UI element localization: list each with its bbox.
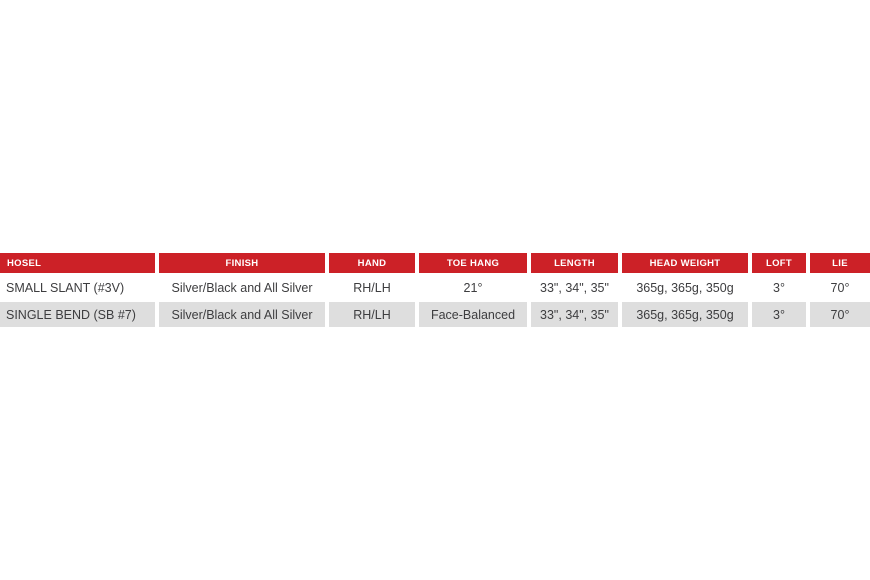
cell-lie: 70° [810, 302, 870, 327]
column-header-head-weight: HEAD WEIGHT [622, 253, 752, 275]
cell-toe-hang: 21° [419, 275, 531, 302]
putter-spec-table: HOSEL FINISH HAND TOE HANG LENGTH HEAD W… [0, 253, 870, 327]
table-row-small-slant: SMALL SLANT (#3V) Silver/Black and All S… [0, 275, 870, 302]
cell-hosel: SINGLE BEND (SB #7) [0, 302, 159, 327]
column-header-finish: FINISH [159, 253, 329, 275]
column-header-hand: HAND [329, 253, 419, 275]
cell-finish: Silver/Black and All Silver [159, 275, 329, 302]
cell-lie: 70° [810, 275, 870, 302]
column-header-loft: LOFT [752, 253, 810, 275]
header-row: HOSEL FINISH HAND TOE HANG LENGTH HEAD W… [0, 253, 870, 275]
column-header-length: LENGTH [531, 253, 622, 275]
cell-length: 33", 34", 35" [531, 302, 622, 327]
table-row-single-bend: SINGLE BEND (SB #7) Silver/Black and All… [0, 302, 870, 327]
cell-loft: 3° [752, 302, 810, 327]
cell-head-weight: 365g, 365g, 350g [622, 275, 752, 302]
cell-hand: RH/LH [329, 275, 419, 302]
cell-toe-hang: Face-Balanced [419, 302, 531, 327]
column-header-lie: LIE [810, 253, 870, 275]
cell-finish: Silver/Black and All Silver [159, 302, 329, 327]
cell-loft: 3° [752, 275, 810, 302]
cell-hosel: SMALL SLANT (#3V) [0, 275, 159, 302]
column-header-hosel: HOSEL [0, 253, 159, 275]
column-header-toe-hang: TOE HANG [419, 253, 531, 275]
cell-hand: RH/LH [329, 302, 419, 327]
cell-head-weight: 365g, 365g, 350g [622, 302, 752, 327]
cell-length: 33", 34", 35" [531, 275, 622, 302]
